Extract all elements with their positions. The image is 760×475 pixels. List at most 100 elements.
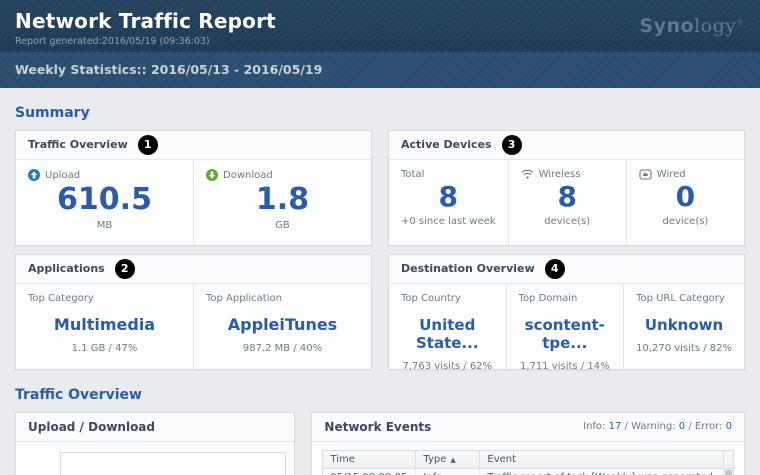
warning-count-value: 0 <box>678 421 686 432</box>
wired-value: 0 <box>675 180 696 213</box>
top-category-label: Top Category <box>28 293 94 304</box>
event-description: Traffic report of task [Weekly] was gene… <box>479 469 723 475</box>
event-row: 05/15 00:00:05 Info Traffic report of ta… <box>323 469 733 475</box>
top-domain-stat: Top Domain scontent-tpe... 1,711 visits … <box>505 284 624 372</box>
events-scrollbar-thumb[interactable] <box>725 470 732 475</box>
report-period: Weekly Statistics:: 2016/05/13 - 2016/05… <box>15 62 323 77</box>
top-url-category-sub: 10,270 visits / 82% <box>636 343 732 354</box>
wireless-sub: device(s) <box>544 216 591 227</box>
wired-label: Wired <box>656 169 686 180</box>
card-applications-header: Applications 2 <box>16 255 371 284</box>
top-application-stat: Top Application AppleiTunes 987.2 MB / 4… <box>193 284 371 370</box>
report-generated-timestamp: Report generated:2016/05/19 (09:36:03) <box>15 36 210 47</box>
header-top-band: Network Traffic Report Report generated:… <box>0 0 760 52</box>
card-traffic-overview: Traffic Overview 1 Upload 610.5 MB <box>15 130 372 246</box>
events-card-header: Network Events Info: 17 / Warning: 0 / E… <box>312 413 744 442</box>
download-unit: GB <box>275 220 290 231</box>
card-applications: Applications 2 Top Category Multimedia 1… <box>15 254 372 370</box>
error-count-value: 0 <box>725 421 732 432</box>
type-column-label: Type <box>423 454 447 465</box>
column-header-event[interactable]: Event <box>479 451 723 468</box>
upload-value: 610.5 <box>57 182 152 217</box>
wired-sub: device(s) <box>662 216 709 227</box>
logo-serif-part: logy <box>694 15 737 37</box>
column-header-type[interactable]: Type ▲ <box>415 451 479 468</box>
table-header-scrollbar-spacer <box>723 451 733 468</box>
info-count-label: Info: <box>583 421 606 432</box>
logo-bold-part: Syno <box>639 15 695 37</box>
wired-port-icon <box>639 169 652 180</box>
top-country-value: United State... <box>415 316 479 352</box>
sort-ascending-icon: ▲ <box>450 456 456 464</box>
card-active-devices-header: Active Devices 3 <box>389 131 744 160</box>
top-country-sub: 7,763 visits / 62% <box>402 361 493 372</box>
upload-icon <box>28 169 40 181</box>
top-domain-sub: 1,711 visits / 14% <box>520 361 610 372</box>
top-category-value: Multimedia <box>53 315 156 334</box>
top-application-value: AppleiTunes <box>227 315 338 334</box>
report-header: Network Traffic Report Report generated:… <box>0 0 760 88</box>
card-title: Traffic Overview <box>28 138 128 151</box>
event-time: 05/15 00:00:05 <box>323 469 415 475</box>
top-country-label: Top Country <box>401 293 461 304</box>
annotation-badge-2: 2 <box>114 259 135 279</box>
wifi-icon <box>521 169 534 180</box>
top-url-category-label: Top URL Category <box>636 293 725 304</box>
card-title: Destination Overview <box>401 262 535 275</box>
card-active-devices: Active Devices 3 Total 8 +0 since last w… <box>388 130 745 246</box>
summary-cards: Traffic Overview 1 Upload 610.5 MB <box>15 130 745 372</box>
upload-unit: MB <box>96 220 113 231</box>
upload-stat: Upload 610.5 MB <box>16 160 193 246</box>
top-application-label: Top Application <box>206 293 282 304</box>
card-title: Active Devices <box>401 138 492 151</box>
summary-heading: Summary <box>15 105 90 121</box>
events-table: Time Type▲ Event 05/15 00:00:05 Info Tra… <box>322 450 734 475</box>
column-header-time[interactable]: Time <box>330 454 355 465</box>
chart-title: Upload / Download <box>28 420 155 434</box>
traffic-chart: 800700600 <box>16 442 294 475</box>
top-url-category-value: Unknown <box>644 316 724 334</box>
top-category-stat: Top Category Multimedia 1.1 GB / 47% <box>16 284 193 370</box>
events-table-header-row: Time Type ▲ Event <box>323 451 733 469</box>
wired-devices-stat: Wired 0 device(s) <box>625 160 744 246</box>
total-label: Total <box>401 169 425 180</box>
top-application-sub: 987.2 MB / 40% <box>242 343 323 354</box>
card-destination-overview: Destination Overview 4 Top Country Unite… <box>388 254 745 372</box>
upload-label: Upload <box>45 169 81 181</box>
top-category-sub: 1.1 GB / 47% <box>71 343 138 354</box>
annotation-badge-4: 4 <box>544 259 565 279</box>
info-count-value: 17 <box>608 421 622 432</box>
card-network-events: Network Events Info: 17 / Warning: 0 / E… <box>311 412 745 475</box>
warning-count-label: / Warning: <box>624 421 676 432</box>
total-sub: +0 since last week <box>401 216 496 227</box>
chart-card-header: Upload / Download <box>16 413 295 442</box>
error-count-label: / Error: <box>688 421 723 432</box>
card-traffic-overview-header: Traffic Overview 1 <box>16 131 371 160</box>
events-counts: Info: 17 / Warning: 0 / Error: 0 <box>583 413 732 441</box>
page-title: Network Traffic Report <box>15 9 276 33</box>
top-domain-label: Top Domain <box>518 293 578 304</box>
events-title: Network Events <box>324 420 432 434</box>
download-icon <box>206 169 218 181</box>
total-devices-stat: Total 8 +0 since last week <box>389 160 508 246</box>
card-upload-download-chart: Upload / Download 800700600 <box>15 412 296 475</box>
synology-logo: Synology® <box>639 15 744 37</box>
download-label: Download <box>223 169 273 181</box>
card-title: Applications <box>28 262 105 275</box>
events-scrollbar[interactable] <box>723 469 733 475</box>
top-country-stat: Top Country United State... 7,763 visits… <box>389 284 506 372</box>
report-period-band: Weekly Statistics:: 2016/05/13 - 2016/05… <box>0 52 760 88</box>
wireless-label: Wireless <box>538 169 581 180</box>
traffic-overview-heading: Traffic Overview <box>15 387 142 403</box>
annotation-badge-3: 3 <box>501 135 522 155</box>
event-type: Info <box>415 469 479 475</box>
top-domain-value: scontent-tpe... <box>524 316 605 352</box>
download-stat: Download 1.8 GB <box>193 160 371 246</box>
chart-plot <box>60 452 287 475</box>
download-value: 1.8 <box>255 182 310 217</box>
wireless-devices-stat: Wireless 8 device(s) <box>507 160 626 246</box>
wireless-value: 8 <box>557 180 577 213</box>
total-value: 8 <box>438 180 459 213</box>
annotation-badge-1: 1 <box>137 135 158 155</box>
card-destination-overview-header: Destination Overview 4 <box>389 255 744 284</box>
